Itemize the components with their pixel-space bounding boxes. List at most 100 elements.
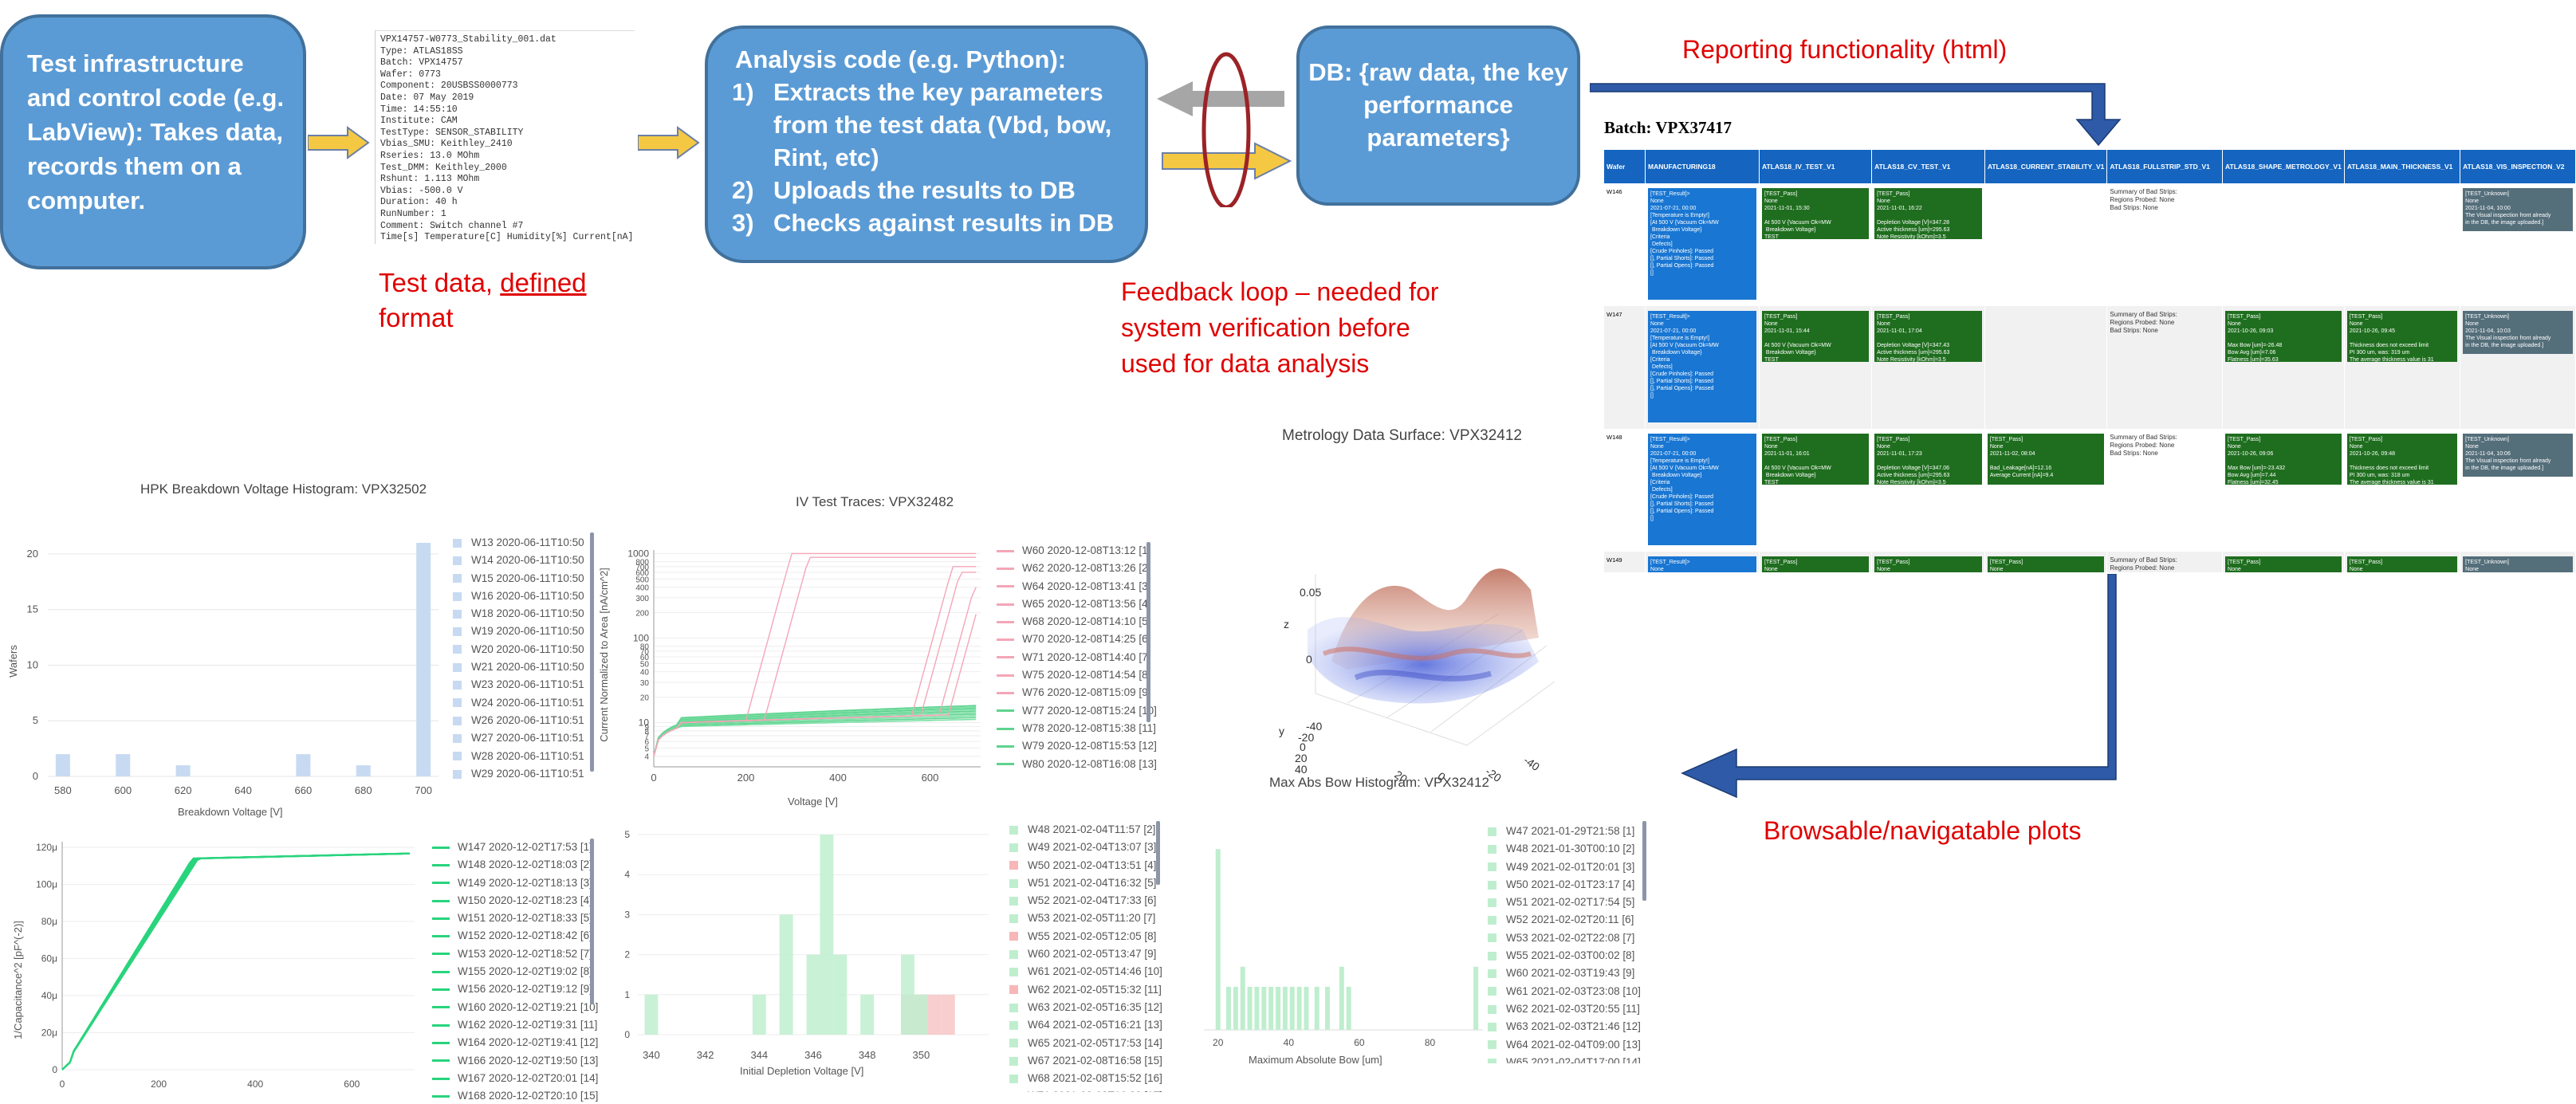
- legend-item[interactable]: W151 2020-12-02T18:33 [5]: [432, 910, 598, 927]
- report-column-header[interactable]: MANUFACTURING18: [1645, 150, 1760, 183]
- legend-item[interactable]: W76 2020-12-08T15:09 [9]: [997, 684, 1157, 701]
- legend-item[interactable]: W48 2021-02-04T11:57 [2]: [1009, 821, 1162, 839]
- bow-legend[interactable]: W47 2021-01-29T21:58 [1] W48 2021-01-30T0…: [1488, 823, 1641, 1063]
- legend-item[interactable]: W52 2021-02-02T20:11 [6]: [1488, 911, 1641, 929]
- legend-item[interactable]: W67 2021-02-08T16:58 [15]: [1009, 1052, 1162, 1070]
- legend-item[interactable]: W63 2021-02-05T16:35 [12]: [1009, 999, 1162, 1016]
- legend-item[interactable]: W51 2021-02-04T16:32 [5]: [1009, 874, 1162, 892]
- legend-item[interactable]: W79 2020-12-08T15:53 [12]: [997, 737, 1157, 755]
- legend-item[interactable]: W62 2021-02-05T15:32 [11]: [1009, 981, 1162, 999]
- legend-item[interactable]: W15 2020-06-11T10:50: [453, 570, 584, 587]
- max-abs-bow-histogram[interactable]: 20 40 60 80: [1172, 821, 1491, 1060]
- legend-item[interactable]: W29 2020-06-11T10:51: [453, 765, 584, 783]
- legend-item[interactable]: W160 2020-12-02T19:21 [10]: [432, 999, 598, 1016]
- legend-item[interactable]: W164 2020-12-02T19:41 [12]: [432, 1034, 598, 1051]
- legend-item[interactable]: W152 2020-12-02T18:42 [6]: [432, 927, 598, 945]
- report-column-header[interactable]: ATLAS18_CURRENT_STABILITY_V1: [1984, 150, 2108, 183]
- report-column-header[interactable]: ATLAS18_IV_TEST_V1: [1759, 150, 1873, 183]
- hpk-legend[interactable]: W13 2020-06-11T10:50 W14 2020-06-11T10:50…: [453, 534, 584, 783]
- legend-item[interactable]: W71 2020-12-08T14:40 [7]: [997, 649, 1157, 666]
- legend-item[interactable]: W65 2021-02-05T17:53 [14]: [1009, 1035, 1162, 1052]
- legend-item[interactable]: W60 2021-02-05T13:47 [9]: [1009, 945, 1162, 963]
- cv-chart[interactable]: 0 20μ 40μ 60μ 80μ 100μ 120μ 0 200 400 600: [0, 829, 431, 1104]
- legend-item[interactable]: W50 2021-02-01T23:17 [4]: [1488, 876, 1641, 894]
- legend-item[interactable]: W55 2021-02-03T00:02 [8]: [1488, 947, 1641, 965]
- legend-item[interactable]: W68 2021-02-08T15:52 [16]: [1009, 1070, 1162, 1087]
- legend-item[interactable]: W65 2021-02-04T17:00 [14]: [1488, 1054, 1641, 1063]
- legend-item[interactable]: W64 2021-02-05T16:21 [13]: [1009, 1016, 1162, 1034]
- legend-item[interactable]: W13 2020-06-11T10:50: [453, 534, 584, 552]
- legend-item[interactable]: W156 2020-12-02T19:12 [9]: [432, 980, 598, 998]
- legend-item[interactable]: W50 2021-02-04T13:51 [4]: [1009, 857, 1162, 874]
- legend-item[interactable]: W24 2020-06-11T10:51: [453, 694, 584, 712]
- legend-item[interactable]: W47 2021-01-29T21:58 [1]: [1488, 823, 1641, 840]
- legend-item[interactable]: W80 2020-12-08T16:08 [13]: [997, 756, 1157, 770]
- report-column-header[interactable]: ATLAS18_SHAPE_METROLOGY_V1: [2222, 150, 2345, 183]
- legend-item[interactable]: W49 2021-02-01T20:01 [3]: [1488, 858, 1641, 876]
- legend-item[interactable]: W28 2020-06-11T10:51: [453, 748, 584, 765]
- hpk-legend-scrollbar[interactable]: [590, 532, 594, 772]
- legend-item[interactable]: W63 2021-02-03T21:46 [12]: [1488, 1018, 1641, 1035]
- legend-item[interactable]: W53 2021-02-02T22:08 [7]: [1488, 929, 1641, 947]
- depl-legend-scrollbar[interactable]: [1156, 821, 1160, 885]
- iv-traces-chart[interactable]: 1010010004567892030405060708020030040050…: [606, 542, 989, 781]
- legend-item[interactable]: W55 2021-02-05T12:05 [8]: [1009, 928, 1162, 945]
- report-row[interactable]: W147 [TEST_Result]> None 2021-07-21, 00:0…: [1604, 306, 2576, 429]
- legend-item[interactable]: W68 2020-12-08T14:10 [5]: [997, 613, 1157, 631]
- legend-item[interactable]: W26 2020-06-11T10:51: [453, 712, 584, 729]
- legend-item[interactable]: W19 2020-06-11T10:50: [453, 623, 584, 640]
- legend-item[interactable]: W62 2020-12-08T13:26 [2]: [997, 560, 1157, 577]
- legend-item[interactable]: W21 2020-06-11T10:50: [453, 658, 584, 676]
- bow-legend-scrollbar[interactable]: [1642, 821, 1646, 901]
- report-column-header[interactable]: ATLAS18_VIS_INSPECTION_V2: [2460, 150, 2576, 183]
- legend-item[interactable]: W75 2020-12-08T14:54 [8]: [997, 666, 1157, 684]
- cv-legend-scrollbar[interactable]: [590, 839, 594, 1004]
- report-row[interactable]: W149[TEST_Result]> None 2021-07-21, 00:0…: [1604, 552, 2576, 572]
- legend-item[interactable]: W147 2020-12-02T17:53 [1]: [432, 839, 598, 856]
- legend-item[interactable]: W153 2020-12-02T18:52 [7]: [432, 945, 598, 963]
- legend-item[interactable]: W27 2020-06-11T10:51: [453, 729, 584, 747]
- legend-item[interactable]: W77 2020-12-08T15:24 [10]: [997, 702, 1157, 720]
- legend-item[interactable]: W61 2021-02-03T23:08 [10]: [1488, 983, 1641, 1000]
- legend-item[interactable]: W168 2020-12-02T20:10 [15]: [432, 1087, 598, 1104]
- legend-item[interactable]: W53 2021-02-05T11:20 [7]: [1009, 910, 1162, 927]
- legend-item[interactable]: W16 2020-06-11T10:50: [453, 587, 584, 605]
- report-column-header[interactable]: ATLAS18_FULLSTRIP_STD_V1: [2106, 150, 2224, 183]
- legend-item[interactable]: W71 2021-02-08T16:22 [17]: [1009, 1087, 1162, 1092]
- hpk-histogram[interactable]: 0 5 10 15 20 580 600 620 640 660 680 700: [0, 526, 446, 813]
- legend-item[interactable]: W23 2020-06-11T10:51: [453, 676, 584, 693]
- legend-item[interactable]: W62 2021-02-03T20:55 [11]: [1488, 1000, 1641, 1018]
- legend-item[interactable]: W70 2020-12-08T14:25 [6]: [997, 631, 1157, 648]
- legend-item[interactable]: W48 2021-01-30T00:10 [2]: [1488, 840, 1641, 858]
- report-column-header[interactable]: ATLAS18_CV_TEST_V1: [1871, 150, 1985, 183]
- legend-item[interactable]: W49 2021-02-04T13:07 [3]: [1009, 839, 1162, 856]
- legend-item[interactable]: W64 2020-12-08T13:41 [3]: [997, 578, 1157, 595]
- legend-item[interactable]: W52 2021-02-04T17:33 [6]: [1009, 892, 1162, 910]
- report-row[interactable]: W148 [TEST_Result]> None 2021-07-21, 00:0…: [1604, 429, 2576, 552]
- cv-legend[interactable]: W147 2020-12-02T17:53 [1] W148 2020-12-02…: [432, 839, 598, 1104]
- legend-item[interactable]: W14 2020-06-11T10:50: [453, 552, 584, 569]
- legend-item[interactable]: W64 2021-02-04T09:00 [13]: [1488, 1036, 1641, 1054]
- legend-item[interactable]: W162 2020-12-02T19:31 [11]: [432, 1016, 598, 1034]
- legend-item[interactable]: W60 2020-12-08T13:12 [1]: [997, 542, 1157, 560]
- legend-item[interactable]: W148 2020-12-02T18:03 [2]: [432, 856, 598, 874]
- legend-item[interactable]: W61 2021-02-05T14:46 [10]: [1009, 963, 1162, 980]
- legend-item[interactable]: W166 2020-12-02T19:50 [13]: [432, 1052, 598, 1070]
- legend-item[interactable]: W149 2020-12-02T18:13 [3]: [432, 874, 598, 892]
- legend-item[interactable]: W65 2020-12-08T13:56 [4]: [997, 595, 1157, 613]
- legend-item[interactable]: W78 2020-12-08T15:38 [11]: [997, 720, 1157, 737]
- report-row[interactable]: W146 [TEST_Result]> None 2021-07-21, 00:0…: [1604, 183, 2576, 306]
- legend-item[interactable]: W167 2020-12-02T20:01 [14]: [432, 1070, 598, 1087]
- iv-legend[interactable]: W60 2020-12-08T13:12 [1] W62 2020-12-08T1…: [997, 542, 1157, 770]
- depletion-voltage-histogram[interactable]: 0 1 2 3 4 5 340 342 344 346 348 350: [614, 813, 997, 1076]
- legend-item[interactable]: W60 2021-02-03T19:43 [9]: [1488, 965, 1641, 982]
- legend-item[interactable]: W51 2021-02-02T17:54 [5]: [1488, 894, 1641, 911]
- legend-item[interactable]: W150 2020-12-02T18:23 [4]: [432, 892, 598, 910]
- legend-item[interactable]: W20 2020-06-11T10:50: [453, 641, 584, 658]
- depl-legend[interactable]: W48 2021-02-04T11:57 [2] W49 2021-02-04T1…: [1009, 821, 1162, 1092]
- report-column-header[interactable]: Wafer: [1604, 150, 1646, 183]
- legend-item[interactable]: W155 2020-12-02T19:02 [8]: [432, 963, 598, 980]
- report-column-header[interactable]: ATLAS18_MAIN_THICKNESS_V1: [2344, 150, 2461, 183]
- iv-legend-scrollbar[interactable]: [1146, 542, 1150, 722]
